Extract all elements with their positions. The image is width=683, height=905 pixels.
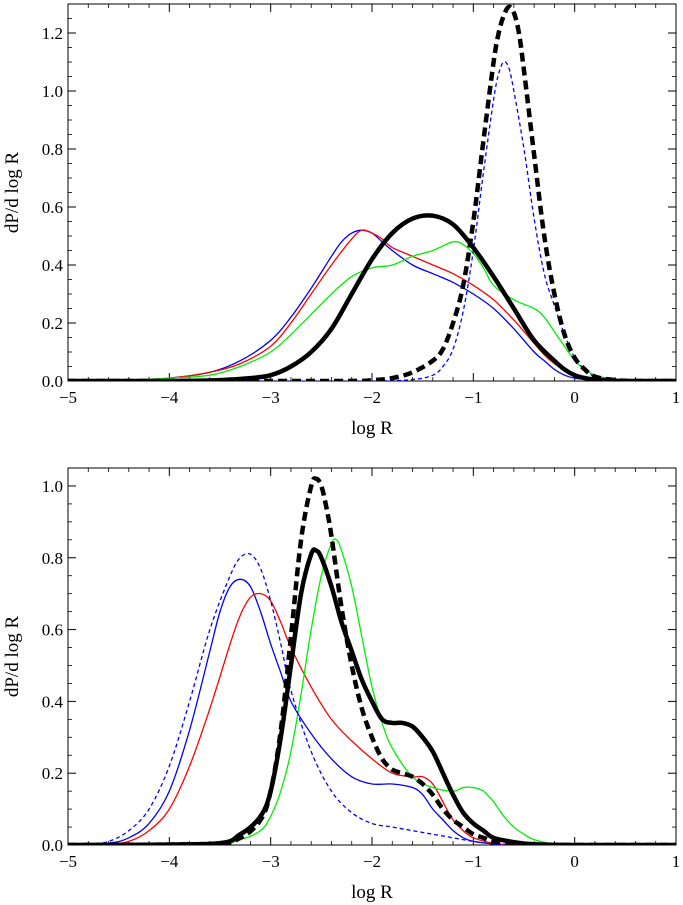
- series-line-1: [68, 578, 676, 845]
- y-tick-label: 0.8: [42, 549, 63, 568]
- x-tick-label: −3: [262, 388, 280, 407]
- series-line-3: [68, 538, 676, 845]
- y-tick-label: 0.2: [42, 764, 63, 783]
- series-line-2: [68, 592, 676, 845]
- series-line-1: [68, 229, 676, 381]
- plot-frame: [67, 467, 677, 846]
- chart-bottom: −5 −4 −3 −2 −1 0 1 0.0 0.2 0.4 0.6 0.8 1.0 log R dP/d …: [2, 467, 681, 903]
- y-axis-label: dP/d log R: [2, 616, 23, 698]
- y-tick-label: 0.6: [42, 198, 63, 217]
- y-tick-label: 1.0: [42, 477, 63, 496]
- y-tick-label: 0.6: [42, 621, 63, 640]
- x-tick-label: −1: [464, 852, 482, 871]
- series-line-5: [68, 547, 676, 845]
- x-axis-label: log R: [351, 418, 393, 439]
- y-tick-label: 0.0: [42, 836, 63, 855]
- x-tick-label: −2: [363, 852, 381, 871]
- y-tick-label: 0.8: [42, 140, 63, 159]
- chart-top: −5 −4 −3 −2 −1 0 1 0.0 0.2 0.4 0.6 0.8 1.0 1.2 log R dP…: [2, 3, 681, 439]
- series-line-4: [68, 552, 676, 845]
- x-tick-label: −5: [59, 388, 77, 407]
- x-tick-label: 1: [672, 388, 681, 407]
- series-line-6: [68, 4, 676, 381]
- x-tick-label: −4: [160, 388, 179, 407]
- series-line-2: [68, 229, 676, 381]
- x-tick-label: 0: [570, 388, 579, 407]
- plot-frame: [67, 3, 677, 382]
- series-line-4: [68, 61, 676, 381]
- y-tick-label: 1.0: [42, 82, 63, 101]
- y-tick-label: 1.2: [42, 24, 63, 43]
- y-tick-label: 0.4: [42, 256, 64, 275]
- x-tick-label: −5: [59, 852, 77, 871]
- y-axis-label: dP/d log R: [2, 152, 23, 234]
- y-tick-label: 0.0: [42, 372, 63, 391]
- x-tick-label: −2: [363, 388, 381, 407]
- x-tick-label: −4: [160, 852, 179, 871]
- x-axis-label: log R: [351, 882, 393, 903]
- x-tick-label: −1: [464, 388, 482, 407]
- series-line-6: [68, 476, 676, 845]
- y-tick-label: 0.2: [42, 314, 63, 333]
- x-tick-label: 0: [570, 852, 579, 871]
- x-tick-label: −3: [262, 852, 280, 871]
- series-line-5: [68, 213, 676, 381]
- y-tick-label: 0.4: [42, 692, 64, 711]
- x-tick-label: 1: [672, 852, 681, 871]
